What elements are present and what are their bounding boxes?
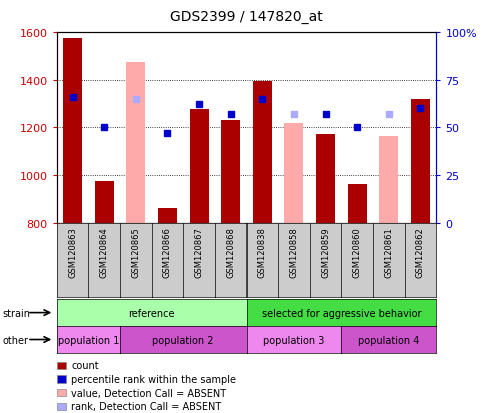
- Text: GSM120859: GSM120859: [321, 227, 330, 277]
- Text: population 2: population 2: [152, 335, 214, 345]
- Bar: [253, 82, 272, 223]
- Bar: [221, 121, 240, 223]
- Bar: [95, 181, 113, 223]
- Text: GSM120864: GSM120864: [100, 227, 108, 278]
- Text: GSM120861: GSM120861: [385, 227, 393, 278]
- Text: GSM120862: GSM120862: [416, 227, 425, 278]
- Text: GSM120867: GSM120867: [195, 227, 204, 278]
- Text: GSM120863: GSM120863: [68, 227, 77, 278]
- Text: GSM120865: GSM120865: [131, 227, 141, 278]
- Text: reference: reference: [128, 308, 175, 318]
- Text: selected for aggressive behavior: selected for aggressive behavior: [262, 308, 421, 318]
- Text: percentile rank within the sample: percentile rank within the sample: [71, 374, 237, 384]
- Bar: [284, 123, 304, 223]
- Text: GSM120860: GSM120860: [352, 227, 362, 278]
- Text: strain: strain: [2, 308, 31, 318]
- Text: GSM120838: GSM120838: [258, 227, 267, 278]
- Bar: [126, 63, 145, 223]
- Bar: [316, 135, 335, 223]
- Text: population 1: population 1: [58, 335, 119, 345]
- Text: GDS2399 / 147820_at: GDS2399 / 147820_at: [170, 10, 323, 24]
- Text: value, Detection Call = ABSENT: value, Detection Call = ABSENT: [71, 388, 227, 398]
- Bar: [189, 110, 209, 223]
- Text: GSM120858: GSM120858: [289, 227, 298, 278]
- Text: other: other: [2, 335, 29, 345]
- Text: count: count: [71, 361, 99, 370]
- Bar: [63, 39, 82, 223]
- Bar: [158, 209, 177, 223]
- Bar: [380, 136, 398, 223]
- Text: population 3: population 3: [263, 335, 324, 345]
- Bar: [411, 100, 430, 223]
- Bar: [348, 185, 367, 223]
- Text: population 4: population 4: [358, 335, 420, 345]
- Text: rank, Detection Call = ABSENT: rank, Detection Call = ABSENT: [71, 401, 222, 411]
- Text: GSM120868: GSM120868: [226, 227, 235, 278]
- Text: GSM120866: GSM120866: [163, 227, 172, 278]
